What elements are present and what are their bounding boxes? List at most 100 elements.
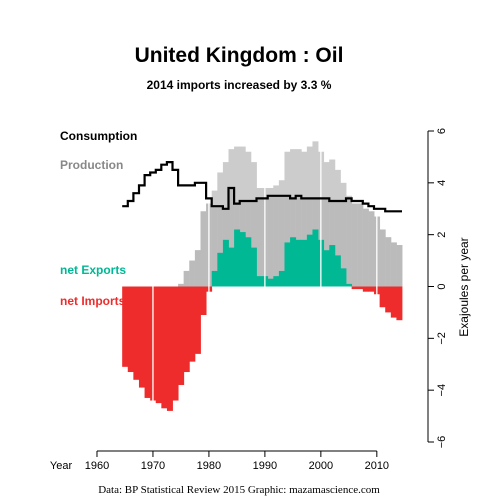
net-export-bar <box>222 239 229 287</box>
net-import-bar <box>172 286 179 401</box>
net-export-bar <box>245 237 252 287</box>
production-consumed-bar <box>357 203 364 287</box>
production-consumed-bar <box>340 200 347 287</box>
production-consumed-bar <box>390 242 397 287</box>
net-export-bar <box>267 278 274 287</box>
net-import-bar <box>133 286 140 380</box>
net-export-bar <box>306 234 313 287</box>
y-tick-label: 0 <box>436 283 448 289</box>
production-consumed-bar <box>273 195 280 287</box>
net-import-bar <box>379 286 386 308</box>
x-tick-label: 1960 <box>85 460 109 472</box>
x-tick-label: 1990 <box>253 460 277 472</box>
net-import-bar <box>385 286 392 313</box>
net-export-bar <box>323 250 330 287</box>
net-import-bar <box>362 286 369 292</box>
net-import-bar <box>189 286 196 362</box>
y-tick-label: 2 <box>436 232 448 238</box>
net-export-bar <box>295 239 302 287</box>
y-axis: −6 −4 −2 0 2 4 6 <box>427 128 448 449</box>
net-export-bar <box>301 239 308 287</box>
production-consumed-bar <box>183 270 190 287</box>
net-import-bar <box>194 286 201 354</box>
net-export-bar <box>278 270 285 287</box>
production-consumed-bar <box>267 195 274 287</box>
production-consumed-bar <box>189 260 196 287</box>
y-tick-label: −2 <box>436 332 448 345</box>
net-import-bar <box>351 286 358 290</box>
production-consumed-bar <box>284 195 291 287</box>
production-consumed-bar <box>368 211 375 287</box>
net-import-bar <box>127 286 134 373</box>
net-import-bar <box>390 286 397 318</box>
production-consumed-bar <box>396 245 403 287</box>
net-import-bar <box>357 286 364 290</box>
legend-net-exports: net Exports <box>60 263 126 277</box>
net-export-bar <box>239 232 246 287</box>
x-axis: 1960 1970 1980 1990 2000 2010 <box>85 450 389 472</box>
y-tick-label: −4 <box>436 384 448 397</box>
production-consumed-bar <box>379 229 386 287</box>
net-import-bar <box>138 286 145 388</box>
net-export-bar <box>312 229 319 287</box>
x-tick-label: 1980 <box>197 460 221 472</box>
net-import-bar <box>161 286 168 409</box>
x-tick-label: 2000 <box>309 460 333 472</box>
net-export-bar <box>234 229 241 287</box>
net-export-bar <box>250 247 257 287</box>
y-tick-label: −6 <box>436 436 448 449</box>
production-consumed-bar <box>334 200 341 287</box>
net-export-bar <box>334 255 341 287</box>
net-import-bar <box>122 286 129 367</box>
legend-net-imports: net Imports <box>60 294 126 308</box>
production-consumed-bar <box>362 208 369 287</box>
legend-production: Production <box>60 158 123 172</box>
net-export-bar <box>346 283 353 287</box>
y-axis-title: Exajoules per year <box>457 237 471 336</box>
net-import-bar <box>166 286 173 411</box>
net-import-bar <box>396 286 403 321</box>
x-axis-title: Year <box>50 460 73 472</box>
vertical-gridlines <box>96 126 378 437</box>
net-export-bar <box>329 245 336 287</box>
net-import-bar <box>178 286 185 385</box>
net-import-bar <box>155 286 162 404</box>
net-import-bar <box>368 286 375 292</box>
x-tick-label: 2010 <box>365 460 389 472</box>
x-tick-label: 1970 <box>141 460 165 472</box>
legend-consumption: Consumption <box>60 129 137 143</box>
net-import-bar <box>183 286 190 373</box>
production-consumed-bar <box>351 203 358 287</box>
net-import-bar <box>144 286 151 398</box>
source-caption: Data: BP Statistical Review 2015 Graphic… <box>98 484 380 496</box>
net-export-bar <box>340 268 347 287</box>
y-tick-label: 4 <box>436 180 448 186</box>
chart-title: United Kingdom : Oil <box>135 44 344 67</box>
consumption-line-group <box>122 161 402 213</box>
net-export-bar <box>211 270 218 287</box>
production-consumed-bar <box>323 198 330 287</box>
production-consumed-bar <box>250 200 257 287</box>
y-tick-label: 6 <box>436 128 448 134</box>
production-consumed-bar <box>194 250 201 287</box>
production-consumed-bar <box>385 237 392 287</box>
production-consumed-bar <box>200 211 207 287</box>
production-consumed-bar <box>178 283 185 287</box>
chart-subtitle: 2014 imports increased by 3.3 % <box>147 78 332 92</box>
consumption-line <box>122 161 402 213</box>
net-export-bar <box>256 276 263 287</box>
production-consumed-bar <box>217 206 224 287</box>
net-export-bar <box>290 237 297 287</box>
production-consumed-bar <box>228 188 235 287</box>
net-export-bar <box>284 242 291 287</box>
production-consumed-bar <box>329 200 336 287</box>
net-export-bar <box>217 252 224 287</box>
net-export-bar <box>273 276 280 287</box>
production-consumed-bar <box>211 206 218 287</box>
net-export-bar <box>228 247 235 287</box>
bars-group <box>122 141 403 411</box>
production-consumed-bar <box>256 198 263 287</box>
net-import-bar <box>200 286 207 316</box>
production-consumed-bar <box>278 195 285 287</box>
